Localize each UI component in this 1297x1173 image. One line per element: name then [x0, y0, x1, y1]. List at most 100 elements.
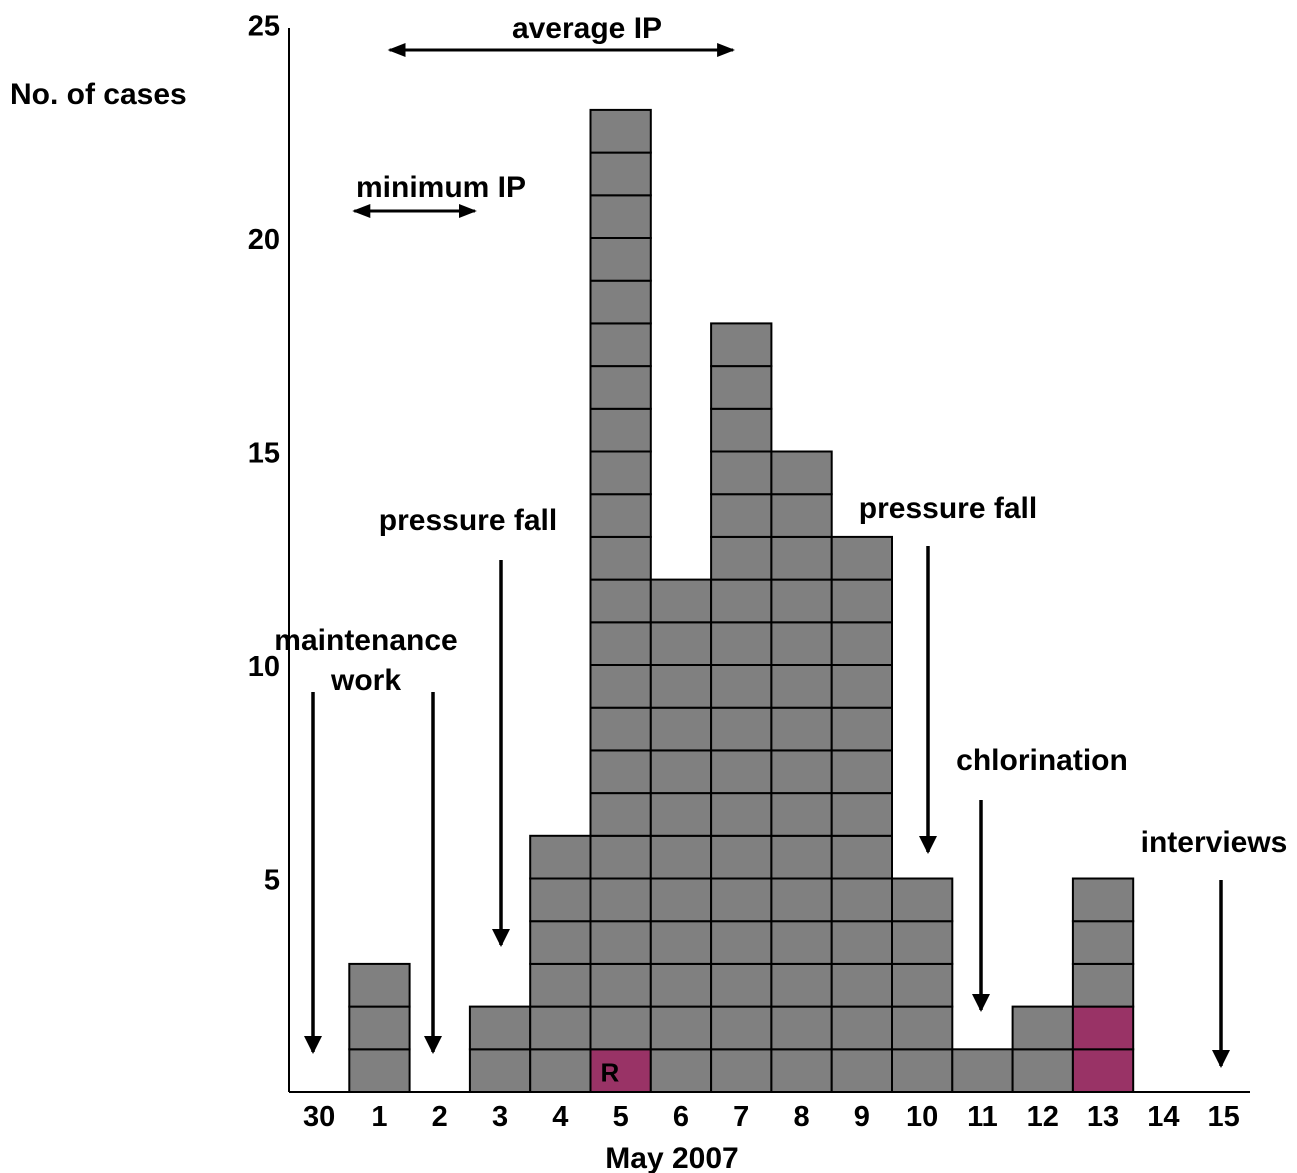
case-box-5-21	[589, 194, 652, 240]
case-box-7-9	[710, 706, 773, 752]
x-tick-label-14: 14	[1147, 1101, 1179, 1133]
case-box-8-13	[770, 535, 833, 581]
case-box-8-10	[770, 664, 833, 709]
x-tick-label-15: 15	[1208, 1101, 1240, 1133]
x-tick-label-10: 10	[906, 1101, 938, 1133]
case-box-8-11	[770, 621, 833, 666]
case-box-7-5	[710, 877, 773, 923]
case-box-10-1	[891, 1048, 954, 1094]
case-box-7-14	[710, 493, 773, 538]
annotations-layer: average IP minimum IP maintenance work press…	[274, 12, 1288, 1068]
case-box-4-3	[529, 962, 592, 1008]
maintenance-label: maintenance	[274, 624, 457, 657]
case-box-9-10	[830, 664, 894, 709]
case-box-6-6	[649, 834, 713, 880]
case-box-7-4	[710, 920, 773, 965]
case-box-8-1	[770, 1048, 833, 1094]
case-box-9-5	[830, 877, 894, 923]
case-box-5-7	[589, 792, 652, 837]
case-box-5-6	[589, 834, 652, 880]
case-box-8-15	[770, 450, 833, 496]
case-box-9-13	[830, 535, 894, 581]
pressure-fall-2-label: pressure fall	[859, 492, 1037, 525]
case-box-8-8	[770, 749, 833, 795]
case-box-8-6	[770, 834, 833, 880]
case-box-5-23	[589, 108, 652, 154]
case-box-5-3	[589, 962, 652, 1008]
case-box-8-12	[770, 578, 833, 624]
case-box-7-12	[710, 578, 773, 624]
case-box-8-4	[770, 920, 833, 965]
case-box-9-9	[830, 706, 894, 752]
case-box-10-5	[891, 877, 954, 923]
case-box-1-1	[348, 1048, 411, 1094]
case-box-4-5	[529, 877, 592, 923]
case-box-9-3	[830, 962, 894, 1008]
x-tick-label-2: 2	[432, 1101, 448, 1133]
case-box-10-3	[891, 962, 954, 1008]
x-tick-label-13: 13	[1087, 1101, 1119, 1133]
case-box-12-1	[1011, 1048, 1074, 1094]
case-box-5-18	[589, 322, 652, 368]
case-box-7-6	[710, 834, 773, 880]
case-box-4-4	[529, 920, 592, 965]
case-box-9-12	[830, 578, 894, 624]
case-box-6-11	[649, 621, 713, 666]
case-box-13-3	[1071, 962, 1135, 1008]
case-box-5-20	[589, 237, 652, 282]
case-box-7-10	[710, 664, 773, 709]
case-box-12-2	[1011, 1005, 1074, 1051]
case-box-5-5	[589, 877, 652, 923]
case-box-5-4	[589, 920, 652, 965]
case-box-7-7	[710, 792, 773, 837]
case-box-7-2	[710, 1005, 773, 1051]
case-box-7-1	[710, 1048, 773, 1094]
x-tick-label-11: 11	[967, 1101, 998, 1133]
case-box-5-15	[589, 450, 652, 496]
case-box-5-14	[589, 493, 652, 538]
x-tick-label-6: 6	[673, 1101, 689, 1133]
minimum-ip-label: minimum IP	[356, 171, 526, 204]
x-tick-label-4: 4	[552, 1101, 568, 1133]
case-box-5-12	[589, 578, 652, 624]
case-box-7-8	[710, 749, 773, 795]
case-box-9-4	[830, 920, 894, 965]
case-box-13-1	[1071, 1048, 1135, 1094]
case-box-10-2	[891, 1005, 954, 1051]
case-box-6-4	[649, 920, 713, 965]
case-box-3-2	[468, 1005, 532, 1051]
work-label: work	[330, 664, 401, 697]
y-tick-labels: 5 10 15 20 25	[248, 11, 280, 897]
case-box-6-3	[649, 962, 713, 1008]
case-box-6-7	[649, 792, 713, 837]
y-tick-label-10: 10	[248, 651, 280, 683]
case-box-4-1	[529, 1048, 592, 1094]
case-box-5-11	[589, 621, 652, 666]
case-box-9-8	[830, 749, 894, 795]
case-box-5-8	[589, 749, 652, 795]
case-box-13-4	[1071, 920, 1135, 965]
case-box-4-6	[529, 834, 592, 880]
case-box-7-13	[710, 535, 773, 581]
case-box-6-5	[649, 877, 713, 923]
case-box-3-1	[468, 1048, 532, 1094]
case-box-6-8	[649, 749, 713, 795]
case-box-5-22	[589, 151, 652, 197]
case-box-13-5	[1071, 877, 1135, 923]
case-box-5-13	[589, 535, 652, 581]
case-box-5-16	[589, 407, 652, 453]
case-box-9-11	[830, 621, 894, 666]
case-box-5-17	[589, 365, 652, 410]
y-tick-label-15: 15	[248, 438, 280, 470]
case-box-1-3	[348, 962, 411, 1008]
case-box-8-2	[770, 1005, 833, 1051]
case-box-9-1	[830, 1048, 894, 1094]
interviews-label: interviews	[1141, 826, 1288, 859]
case-box-7-16	[710, 407, 773, 453]
case-box-6-2	[649, 1005, 713, 1051]
x-tick-labels: 30 1 2 3 4 5 6 7 8 9 10 11 12 13 14 15	[303, 1101, 1240, 1133]
case-box-5-9	[589, 706, 652, 752]
case-box-8-7	[770, 792, 833, 837]
case-box-10-4	[891, 920, 954, 965]
